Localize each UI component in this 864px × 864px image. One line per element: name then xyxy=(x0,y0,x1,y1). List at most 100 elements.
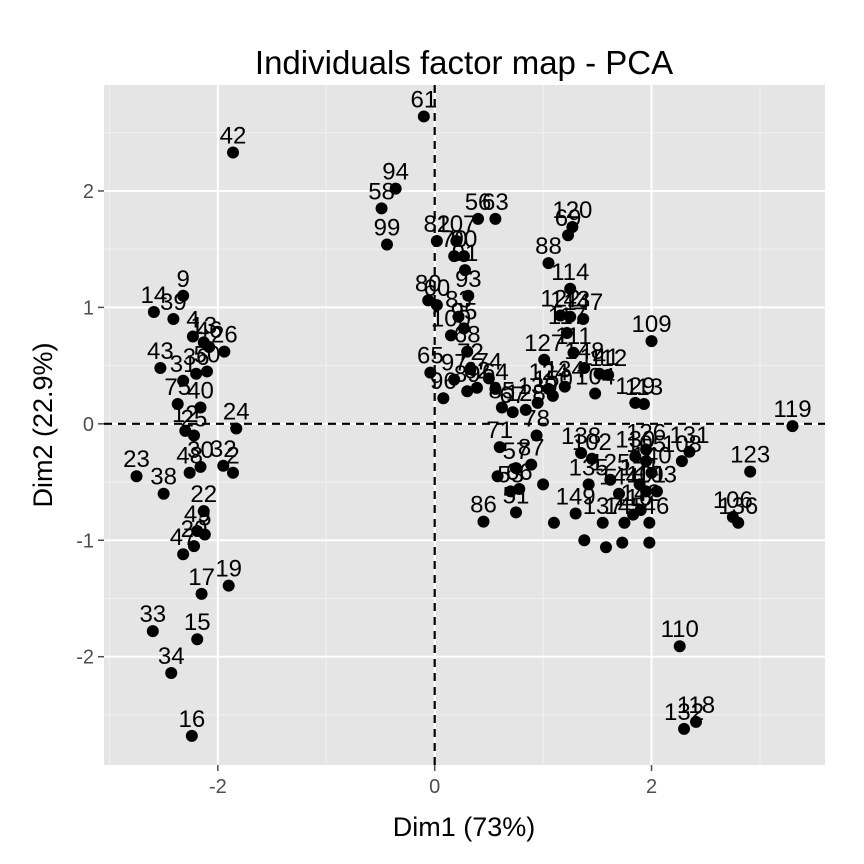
data-point xyxy=(177,289,190,302)
data-point xyxy=(201,365,213,378)
point-label: 95 xyxy=(451,298,478,325)
data-point xyxy=(177,548,190,561)
data-point xyxy=(154,361,167,374)
point-label: 120 xyxy=(552,197,592,224)
point-label: 61 xyxy=(410,86,437,113)
data-point xyxy=(618,516,631,529)
point-label: 140 xyxy=(632,443,672,470)
point-label: 86 xyxy=(470,492,497,519)
point-label: 88 xyxy=(535,233,562,260)
point-label: 26 xyxy=(211,322,238,349)
point-label: 58 xyxy=(368,178,395,205)
point-label: 108 xyxy=(662,431,702,458)
data-point xyxy=(637,398,650,411)
point-label: 14 xyxy=(141,282,168,309)
point-label: 32 xyxy=(210,436,237,463)
data-point xyxy=(197,505,210,518)
point-label: 89 xyxy=(454,361,481,388)
y-axis-title: Dim2 (22.9%) xyxy=(28,342,58,507)
data-point xyxy=(602,368,615,381)
data-point xyxy=(194,460,207,473)
data-point xyxy=(510,506,522,519)
data-point xyxy=(147,306,160,319)
x-axis-ticks: -2 0 2 xyxy=(209,765,657,798)
data-point xyxy=(786,420,799,433)
data-point xyxy=(171,398,184,411)
data-point xyxy=(450,235,463,248)
point-label: 83 xyxy=(445,287,472,314)
data-point xyxy=(673,640,686,653)
data-point xyxy=(562,229,575,242)
point-label: 104 xyxy=(575,364,615,391)
data-point xyxy=(464,363,477,376)
point-label: 102 xyxy=(572,429,612,456)
point-label: 20 xyxy=(181,516,208,543)
data-point xyxy=(537,478,550,491)
point-label: 56 xyxy=(465,189,492,216)
data-point xyxy=(530,429,543,442)
point-label: 33 xyxy=(139,601,166,628)
data-point xyxy=(187,540,200,553)
point-label: 111 xyxy=(555,323,591,350)
point-label: 103 xyxy=(637,461,677,488)
data-point xyxy=(495,401,508,414)
data-point xyxy=(675,455,688,468)
data-point xyxy=(227,466,240,479)
point-label: 138 xyxy=(561,423,601,450)
chart-title: Individuals factor map - PCA xyxy=(255,44,673,81)
point-label: 124 xyxy=(529,359,569,386)
data-point xyxy=(444,329,457,342)
point-label: 43 xyxy=(147,338,174,365)
data-point xyxy=(689,715,702,728)
data-point xyxy=(218,345,231,358)
point-label: 141 xyxy=(579,344,619,371)
point-label: 150 xyxy=(533,366,573,393)
data-point xyxy=(589,387,602,400)
point-label: 105 xyxy=(626,431,666,458)
data-point xyxy=(634,504,647,516)
point-label: 94 xyxy=(382,159,409,186)
data-point xyxy=(525,458,538,471)
point-label: 22 xyxy=(190,481,217,508)
point-label: 51 xyxy=(503,482,530,509)
data-point xyxy=(510,462,522,475)
point-label: 65 xyxy=(417,343,444,370)
data-point xyxy=(650,485,663,498)
point-label: 137 xyxy=(583,493,623,520)
point-label: 13 xyxy=(190,312,217,339)
point-label: 132 xyxy=(664,699,704,726)
point-label: 82 xyxy=(424,211,451,238)
data-point xyxy=(452,310,465,323)
data-point xyxy=(678,722,691,735)
data-point xyxy=(482,372,495,385)
minor-grid xyxy=(104,85,825,765)
data-point xyxy=(577,313,590,326)
data-point xyxy=(531,396,544,409)
point-label: 42 xyxy=(220,123,247,150)
data-point xyxy=(165,667,178,680)
point-label: 4 xyxy=(186,307,199,334)
data-point xyxy=(461,345,474,358)
point-label: 129 xyxy=(615,373,655,400)
data-point xyxy=(542,257,555,270)
data-point xyxy=(599,541,612,554)
data-point xyxy=(629,450,642,463)
data-point xyxy=(203,340,216,353)
point-label: 147 xyxy=(563,289,603,316)
data-point xyxy=(380,238,393,251)
data-point xyxy=(643,536,656,549)
data-point xyxy=(489,212,502,225)
point-label: 66 xyxy=(506,459,533,486)
point-label: 114 xyxy=(551,259,589,286)
data-point xyxy=(554,309,567,322)
data-point xyxy=(513,483,526,496)
data-point xyxy=(177,374,190,387)
point-label: 12 xyxy=(172,401,199,428)
data-point xyxy=(424,366,437,379)
point-label: 100 xyxy=(431,305,471,332)
data-point xyxy=(459,264,472,277)
y-tick-label: -1 xyxy=(76,530,94,552)
point-label: 125 xyxy=(590,450,630,477)
point-label: 116 xyxy=(614,485,652,512)
